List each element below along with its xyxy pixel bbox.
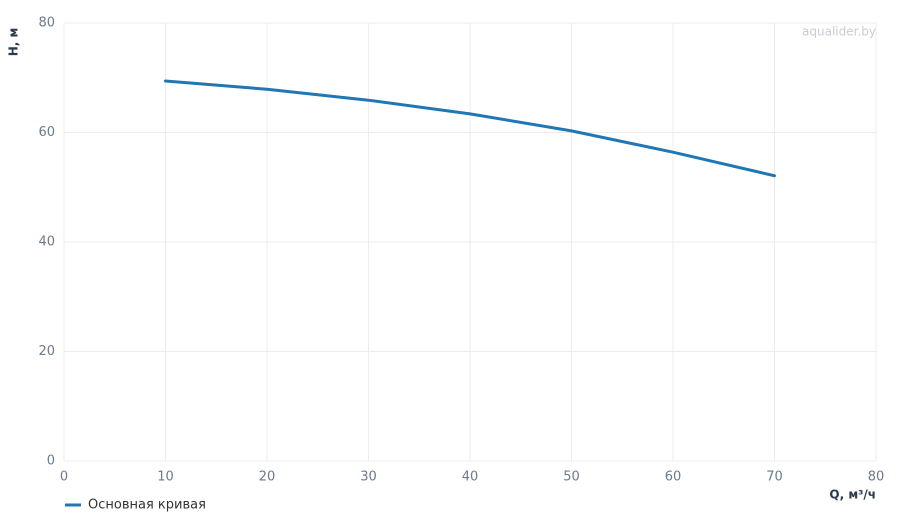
y-tick-label: 60 <box>38 125 55 140</box>
watermark: aqualider.by <box>802 25 876 39</box>
line-series <box>164 79 776 178</box>
y-tick-label: 0 <box>47 454 55 469</box>
x-tick-label: 0 <box>60 470 68 485</box>
x-tick-label: 60 <box>665 470 682 485</box>
x-tick-label: 30 <box>360 470 377 485</box>
legend-label: Основная кривая <box>88 498 206 513</box>
x-tick-label: 40 <box>462 470 479 485</box>
y-tick-label: 80 <box>38 16 55 31</box>
x-tick-label: 20 <box>259 470 276 485</box>
y-tick-label: 20 <box>38 344 55 359</box>
x-axis-label: Q, м³/ч <box>829 488 876 502</box>
y-axis-label: H, м <box>7 28 21 57</box>
x-tick-label: 10 <box>157 470 174 485</box>
x-tick-label: 70 <box>766 470 783 485</box>
x-tick-label: 50 <box>563 470 580 485</box>
x-tick-label: 80 <box>868 470 885 485</box>
y-tick-label: 40 <box>38 235 55 250</box>
